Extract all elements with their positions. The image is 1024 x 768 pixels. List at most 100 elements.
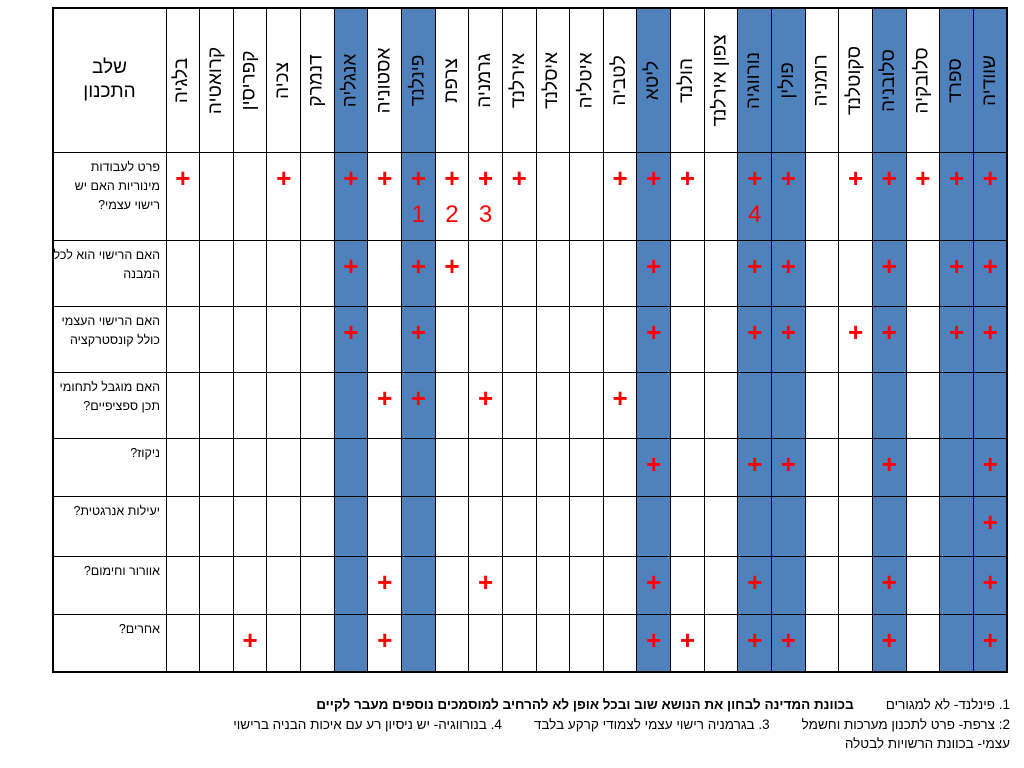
grid-line-v bbox=[905, 8, 907, 672]
country-name: צכיה bbox=[272, 61, 294, 99]
plus-mark: + bbox=[982, 317, 998, 347]
grid-line-v bbox=[199, 8, 201, 672]
column-highlight bbox=[771, 8, 806, 672]
country-name: צפון אירלנד bbox=[709, 33, 731, 127]
country-header: אסטוניה bbox=[368, 8, 402, 152]
plus-mark: + bbox=[780, 625, 796, 655]
plus-mark: + bbox=[881, 449, 897, 479]
country-name: רומניה bbox=[810, 53, 832, 107]
grid-line-v bbox=[400, 8, 402, 672]
plus-mark: + bbox=[377, 383, 393, 413]
row-label: אוורור וחימום? bbox=[83, 564, 160, 578]
grid-line-v bbox=[468, 8, 470, 672]
plus-mark: + bbox=[343, 251, 359, 281]
column-highlight bbox=[636, 8, 671, 672]
plus-mark: + bbox=[982, 251, 998, 281]
plus-mark: + bbox=[747, 163, 763, 193]
footnote-germany: 3. בגרמניה רישוי עצמי לצמודי קרקע בלבד bbox=[533, 716, 770, 732]
country-header: קרואטיה bbox=[200, 8, 234, 152]
grid-line-v bbox=[569, 8, 571, 672]
grid-line-v bbox=[939, 8, 941, 672]
grid-line-v bbox=[838, 8, 840, 672]
country-header: פינלנד bbox=[401, 8, 435, 152]
row-label: האם הרישוי הוא לכל המבנה bbox=[53, 248, 160, 281]
grid-line-v bbox=[737, 8, 739, 672]
row-label: האם מוגבל לתחומי תכן ספציפיים? bbox=[59, 380, 160, 413]
grid-line-v bbox=[367, 8, 369, 672]
country-header: סלובקיה bbox=[906, 8, 940, 152]
column-highlight bbox=[939, 8, 974, 672]
country-header: שוודיה bbox=[973, 8, 1007, 152]
grid-line-v bbox=[703, 8, 705, 672]
grid-line-v bbox=[871, 8, 873, 672]
footnote-finland: 1. פינלנד- לא למגורים bbox=[885, 697, 1010, 712]
column-highlight bbox=[737, 8, 772, 672]
country-name: איסלנד bbox=[541, 51, 563, 109]
country-name: דנמרק bbox=[305, 53, 327, 107]
footnotes: 1. פינלנד- לא למגורים בכוונת המדינה לבחון… bbox=[40, 695, 1010, 754]
plus-mark: + bbox=[646, 251, 662, 281]
plus-mark: + bbox=[444, 251, 460, 281]
country-name: סלובניה bbox=[877, 48, 899, 112]
country-header: סקוטלנד bbox=[839, 8, 873, 152]
plus-mark: + bbox=[948, 163, 965, 193]
country-name: צרפת bbox=[440, 57, 462, 103]
country-header: הולנד bbox=[671, 8, 705, 152]
plus-mark: + bbox=[410, 317, 426, 347]
plus-mark: + bbox=[377, 567, 393, 597]
plus-mark: + bbox=[848, 317, 864, 347]
country-name: שוודיה bbox=[978, 54, 1000, 106]
plus-mark: + bbox=[780, 449, 796, 479]
country-header: פולין bbox=[772, 8, 806, 152]
country-header: איסלנד bbox=[536, 8, 570, 152]
plus-mark: + bbox=[881, 317, 897, 347]
country-header: רומניה bbox=[805, 8, 839, 152]
grid-line-h bbox=[53, 555, 1007, 557]
plus-mark: + bbox=[377, 163, 393, 193]
plus-mark: + bbox=[948, 251, 965, 281]
country-name: פולין bbox=[776, 61, 798, 99]
plus-mark: + bbox=[511, 163, 527, 193]
plus-mark: + bbox=[175, 163, 191, 193]
row-label: אחרים? bbox=[118, 622, 160, 636]
footnote-ref: 3 bbox=[478, 201, 493, 228]
country-name: קרואטיה bbox=[205, 46, 226, 114]
country-header: נורווגיה bbox=[738, 8, 772, 152]
country-header: ליטא bbox=[637, 8, 671, 152]
plus-mark: + bbox=[477, 567, 494, 597]
plus-mark: + bbox=[343, 317, 359, 347]
plus-mark: + bbox=[881, 625, 897, 655]
grid-line-v bbox=[804, 8, 806, 672]
plus-mark: + bbox=[747, 251, 763, 281]
plus-mark: + bbox=[377, 625, 393, 655]
country-header: איטליה bbox=[570, 8, 604, 152]
plus-mark: + bbox=[410, 251, 426, 281]
column-highlight bbox=[872, 8, 907, 672]
table-border bbox=[52, 7, 1008, 673]
plus-mark: + bbox=[780, 317, 796, 347]
footnote-ref: 1 bbox=[411, 201, 425, 228]
comparison-table: שלב התכנון שוודיה ספרד סלובקיה סלובניה סקוטלנ… bbox=[52, 7, 1008, 673]
country-name: סקוטלנד bbox=[844, 45, 866, 115]
column-highlight bbox=[401, 8, 436, 672]
plus-mark: + bbox=[982, 507, 998, 537]
plus-mark: + bbox=[881, 163, 897, 193]
footnote-norway: 4. בנורווגיה- יש ניסיון רע עם איכות הבני… bbox=[233, 716, 502, 732]
plus-mark: + bbox=[343, 163, 359, 193]
plus-mark: + bbox=[646, 163, 662, 193]
country-header: צפון אירלנד bbox=[704, 8, 738, 152]
plus-mark: + bbox=[848, 163, 864, 193]
footnote-line-3: עצמי- בכוונת הרשויות לבטלה bbox=[40, 734, 1010, 754]
country-name: אסטוניה bbox=[373, 47, 395, 113]
plus-mark: + bbox=[477, 383, 494, 413]
country-header: לטביה bbox=[603, 8, 637, 152]
country-name: קפריסין bbox=[238, 50, 260, 110]
footnote-ref: 4 bbox=[748, 201, 762, 228]
plus-mark: + bbox=[612, 163, 628, 193]
country-name: איטליה bbox=[575, 52, 597, 108]
country-header: גרמניה bbox=[469, 8, 503, 152]
country-name: בלגיה bbox=[171, 57, 193, 103]
grid-line-v bbox=[670, 8, 672, 672]
plus-mark: + bbox=[881, 251, 897, 281]
country-name: פינלנד bbox=[406, 54, 428, 106]
